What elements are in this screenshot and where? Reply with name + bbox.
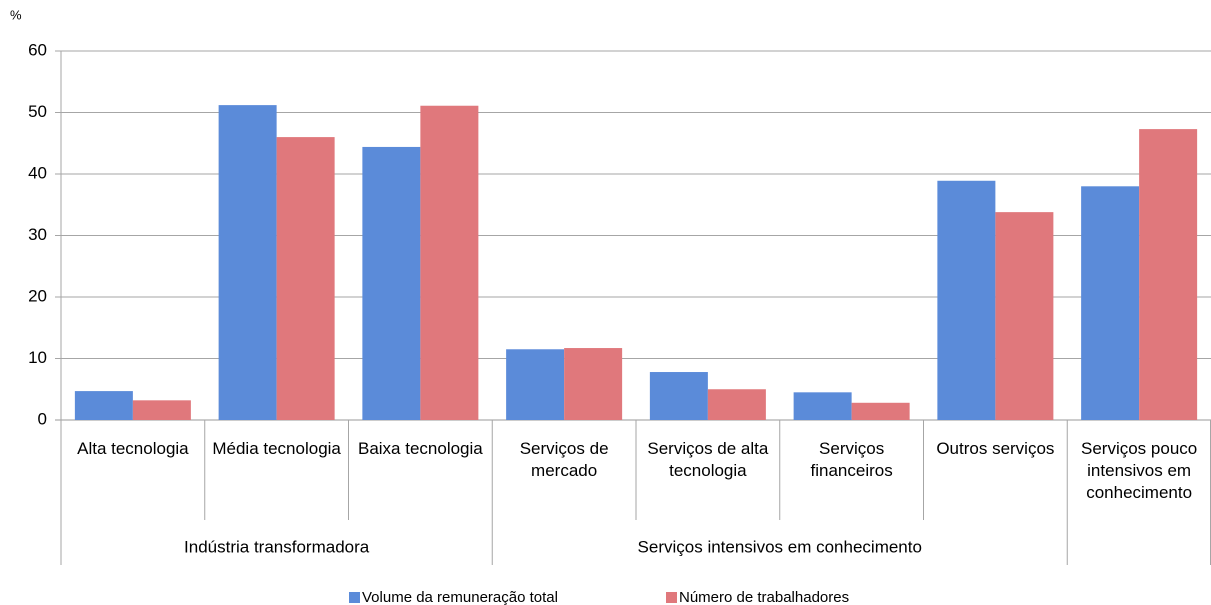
x-tick-label: Serviços de alta tecnologia — [647, 439, 769, 480]
x-tick-label: Alta tecnologia — [77, 439, 189, 458]
bar — [506, 349, 565, 420]
bar — [1139, 129, 1198, 421]
bar — [276, 137, 335, 420]
x-tick-label: Outros serviços — [936, 439, 1055, 458]
bar — [937, 180, 996, 420]
legend-label: Volume da remuneração total — [362, 589, 558, 605]
legend-swatch — [349, 592, 360, 603]
bar — [1081, 186, 1140, 420]
bar — [132, 400, 191, 420]
group-label: Serviços intensivos em conhecimento — [638, 537, 922, 556]
legend-swatch — [666, 592, 677, 603]
bar — [564, 348, 623, 420]
y-tick-label: 20 — [28, 286, 47, 305]
x-tick-label: Serviços de mercado — [519, 439, 609, 480]
bar — [793, 392, 852, 420]
y-axis-label: % — [10, 7, 22, 22]
x-tick-label: Serviços pouco intensivos em conheciment… — [1081, 439, 1198, 502]
group-label: Indústria transformadora — [184, 537, 370, 556]
x-tick-label: Média tecnologia — [212, 439, 341, 458]
bar — [218, 105, 277, 421]
bar — [649, 372, 708, 420]
bar — [362, 146, 421, 420]
bar — [995, 212, 1054, 420]
y-tick-label: 0 — [38, 409, 47, 428]
bar — [420, 105, 479, 421]
x-tick-label: Serviços financeiros — [810, 439, 893, 480]
bar — [74, 391, 133, 420]
bar — [851, 402, 910, 420]
y-tick-label: 60 — [28, 40, 47, 59]
x-tick-label: Baixa tecnologia — [357, 439, 483, 458]
y-tick-label: 50 — [28, 102, 47, 121]
y-tick-label: 10 — [28, 348, 47, 367]
bar — [707, 389, 766, 420]
legend-label: Número de trabalhadores — [679, 589, 849, 605]
y-tick-label: 40 — [28, 163, 47, 182]
y-tick-label: 30 — [28, 225, 47, 244]
